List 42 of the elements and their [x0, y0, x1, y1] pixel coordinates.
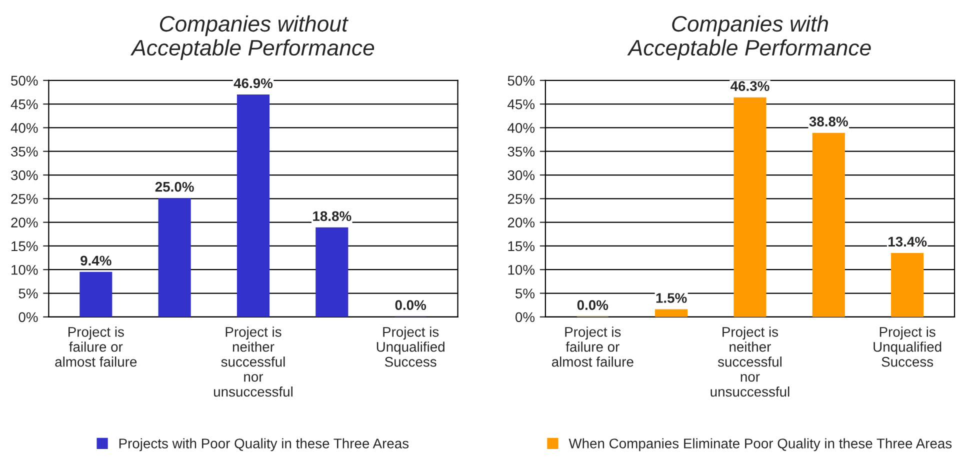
y-tick-label: 45%	[508, 99, 535, 110]
y-tick-label: 40%	[10, 123, 38, 133]
chart-title: Companies with Acceptable Performance	[627, 15, 871, 60]
y-tick-label: 50%	[11, 76, 38, 86]
x-tick-label: Project is failure or almost failure	[55, 326, 137, 367]
y-tick-label: 15%	[508, 241, 535, 252]
y-tick-label: 35%	[11, 146, 38, 157]
data-label: 0.0%	[577, 300, 608, 310]
y-tick-label: 0%	[18, 312, 38, 322]
y-tick-label: 25%	[11, 194, 38, 204]
x-tick-label: Project is neither successful nor unsuccessful	[214, 326, 292, 397]
y-tick-label: 0%	[515, 312, 535, 322]
chart-title: Companies without Acceptable Performance	[130, 15, 374, 60]
data-label: 0.0%	[395, 300, 426, 310]
y-tick-label: 35%	[508, 146, 535, 157]
y-tick-label: 10%	[12, 264, 38, 275]
y-tick-label: 30%	[11, 170, 38, 180]
y-tick-label: 25%	[508, 194, 535, 204]
y-tick-label: 20%	[11, 218, 38, 228]
y-tick-label: 30%	[508, 170, 535, 180]
data-label: 18.8%	[313, 211, 352, 222]
data-label: 13.4%	[888, 236, 927, 247]
y-tick-label: 10%	[508, 264, 535, 275]
y-tick-label: 15%	[12, 241, 38, 252]
y-tick-label: 50%	[508, 76, 535, 86]
x-tick-label: Project is neither successful nor unsuccessful	[710, 326, 790, 397]
legend-label: Projects with Poor Quality in these Three Areas	[119, 438, 409, 452]
y-tick-label: 5%	[516, 288, 535, 298]
y-tick-label: 5%	[18, 288, 38, 298]
data-label: 25.0%	[155, 182, 194, 192]
data-label: 38.8%	[809, 116, 848, 126]
legend-label: When Companies Eliminate Poor Quality in these Three Areas	[568, 438, 952, 452]
y-tick-label: 45%	[10, 99, 38, 110]
x-tick-label: Project is Unqualified Success	[874, 326, 942, 367]
y-tick-label: 20%	[508, 218, 535, 228]
y-tick-label: 40%	[508, 123, 535, 133]
data-label: 46.9%	[234, 78, 273, 88]
data-label: 46.3%	[730, 81, 770, 92]
data-label: 1.5%	[656, 293, 687, 303]
data-label: 9.4%	[80, 256, 112, 266]
x-tick-label: Project is failure or almost failure	[552, 326, 634, 367]
x-tick-label: Project is Unqualified Success	[376, 326, 444, 367]
